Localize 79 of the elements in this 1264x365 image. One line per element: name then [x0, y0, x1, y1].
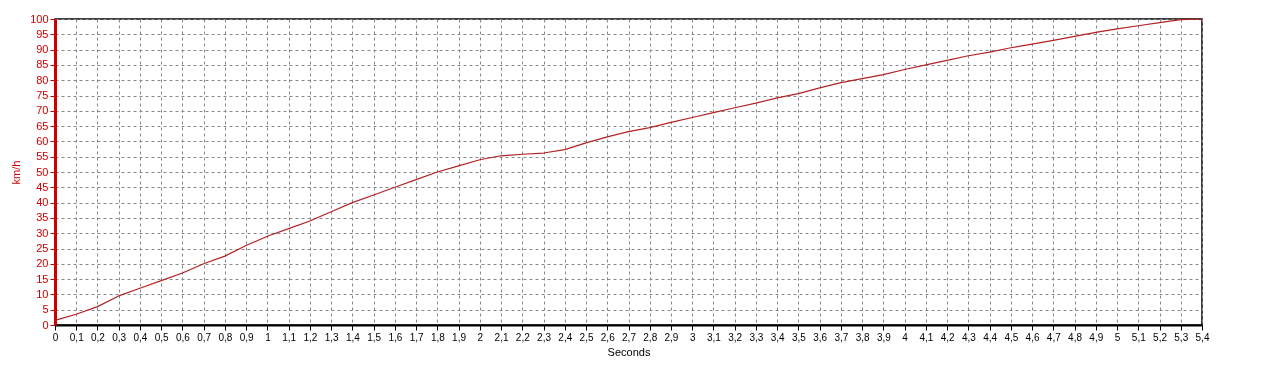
- x-tick-label: 5,4: [1195, 331, 1210, 343]
- y-tick-label: 95: [36, 27, 49, 40]
- x-tick-label: 2,6: [600, 331, 616, 343]
- y-tick-label: 60: [36, 134, 49, 147]
- x-tick-label: 2,2: [515, 331, 531, 343]
- y-axis-title: km/h: [10, 160, 23, 185]
- x-tick-label: 3,6: [813, 331, 828, 343]
- x-tick-label: 1,9: [452, 331, 467, 343]
- x-tick-label: 2,5: [579, 331, 594, 343]
- x-tick-label: 3,4: [770, 331, 786, 343]
- x-tick-label: 2,1: [494, 331, 509, 343]
- x-tick-label: 0,9: [239, 331, 255, 343]
- x-tick-label: 4,5: [1004, 331, 1019, 343]
- y-tick-label: 50: [36, 165, 49, 178]
- x-tick-label: 0,7: [197, 331, 212, 343]
- y-tick-label: 65: [36, 119, 49, 132]
- y-tick-label: 75: [36, 89, 49, 101]
- y-tick-label: 10: [36, 287, 49, 300]
- x-tick-label: 3,5: [791, 331, 807, 343]
- y-tick-label: 85: [36, 58, 49, 71]
- x-tick-label: 5,2: [1153, 331, 1168, 343]
- x-tick-label: 4,9: [1089, 331, 1104, 343]
- x-tick-label: 2: [477, 331, 484, 343]
- x-tick-label: 0,1: [69, 331, 85, 343]
- x-tick-label: 2,7: [622, 331, 637, 343]
- x-tick-label: 1,4: [345, 331, 361, 343]
- y-tick-label: 100: [30, 12, 49, 25]
- x-tick-label: 3: [689, 331, 696, 343]
- x-tick-label: 3,3: [749, 331, 764, 343]
- y-tick-label: 90: [36, 43, 49, 56]
- x-tick-label: 0,4: [133, 331, 148, 343]
- y-tick-label: 30: [36, 226, 49, 239]
- x-tick-label: 4,1: [919, 331, 934, 343]
- x-axis-title: Seconds: [607, 345, 651, 358]
- x-tick-label: 3,9: [876, 331, 892, 343]
- x-tick-label: 3,1: [707, 331, 722, 343]
- y-tick-label: 15: [36, 272, 49, 285]
- x-tick-label: 1,8: [430, 331, 446, 343]
- x-tick-label: 1,3: [324, 331, 340, 343]
- x-tick-label: 2,4: [558, 331, 573, 343]
- y-tick-label: 25: [36, 242, 49, 254]
- y-tick-label: 45: [36, 180, 49, 193]
- y-tick-label: 35: [36, 211, 49, 224]
- x-tick-label: 4,8: [1068, 331, 1083, 343]
- x-tick-label: 4: [902, 331, 909, 343]
- x-tick-label: 1,2: [303, 331, 318, 343]
- y-tick-label: 20: [36, 257, 49, 270]
- x-tick-label: 4,3: [961, 331, 977, 343]
- x-tick-label: 0,2: [91, 331, 106, 343]
- x-tick-label: 3,2: [728, 331, 743, 343]
- x-tick-label: 1,1: [282, 331, 297, 343]
- x-tick-label: 1,6: [388, 331, 403, 343]
- x-tick-label: 0,8: [218, 331, 233, 343]
- x-tick-label: 5: [1114, 331, 1121, 343]
- y-tick-label: 40: [36, 196, 49, 209]
- x-tick-label: 4,6: [1025, 331, 1040, 343]
- y-tick-label: 0: [42, 318, 49, 331]
- line-series: [54, 18, 1203, 322]
- x-tick-label: 0,3: [112, 331, 127, 343]
- x-tick-label: 1: [265, 331, 272, 343]
- x-tick-label: 0,6: [175, 331, 191, 343]
- x-tick-label: 1,5: [367, 331, 382, 343]
- x-tick-label: 2,3: [537, 331, 552, 343]
- x-tick-label: 4,4: [983, 331, 998, 343]
- x-tick-label: 4,2: [940, 331, 955, 343]
- y-tick-label: 55: [36, 150, 49, 163]
- x-tick-label: 5,1: [1131, 331, 1147, 343]
- x-tick-label: 0: [52, 331, 59, 343]
- x-tick-label: 5,3: [1174, 331, 1189, 343]
- x-tick-label: 2,8: [643, 331, 658, 343]
- y-tick-label: 70: [36, 104, 49, 117]
- x-tick-label: 0,5: [154, 331, 170, 343]
- x-tick-label: 4,7: [1046, 331, 1062, 343]
- x-tick-label: 2,9: [664, 331, 679, 343]
- x-tick-label: 3,7: [834, 331, 849, 343]
- y-tick-label: 80: [36, 73, 49, 86]
- x-tick-label: 3,8: [855, 331, 871, 343]
- x-tick-label: 1,7: [409, 331, 424, 343]
- y-tick-label: 5: [42, 303, 49, 316]
